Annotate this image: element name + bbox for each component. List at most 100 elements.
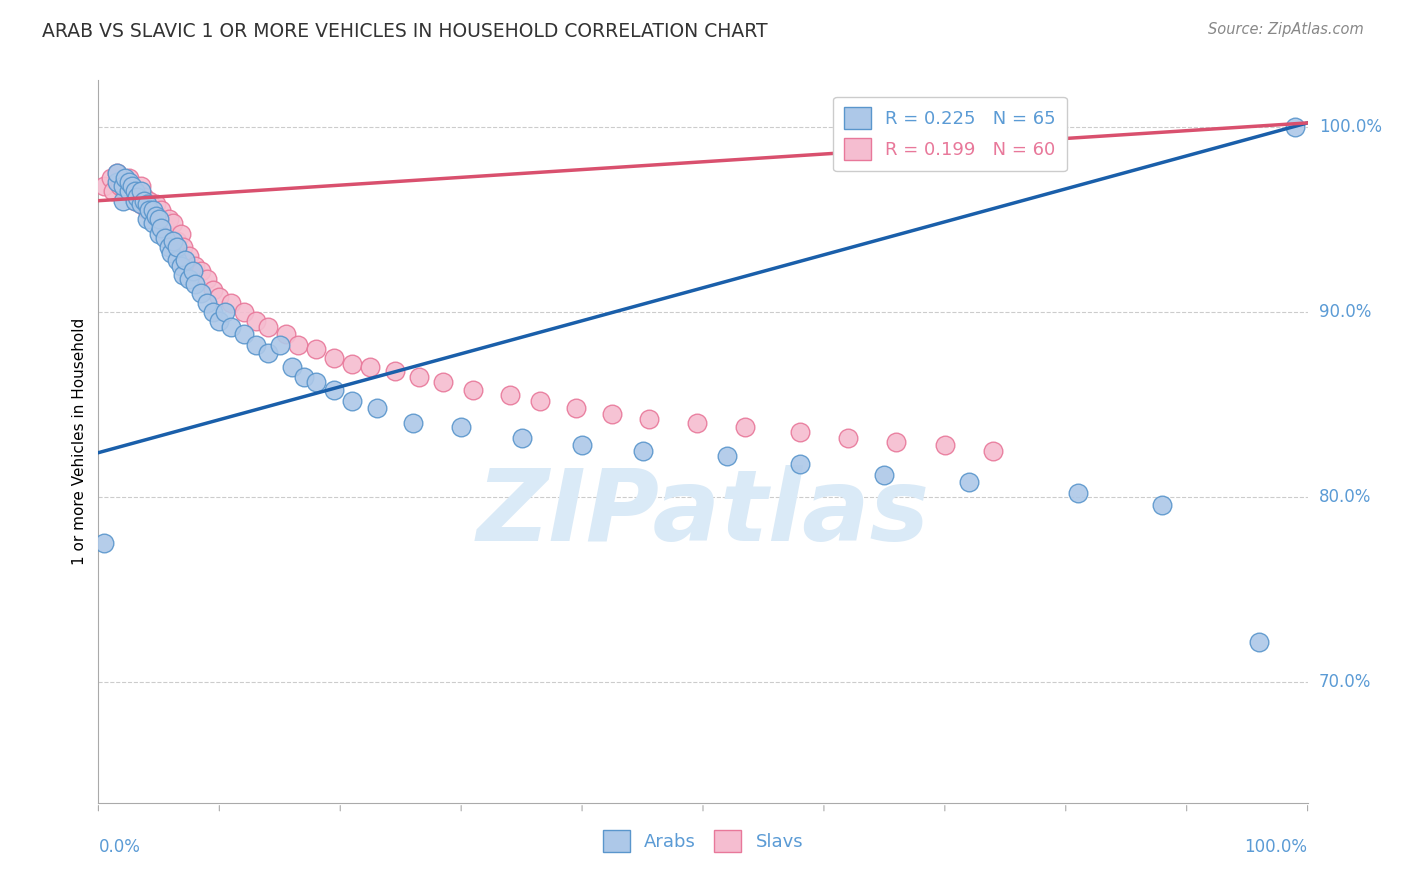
Point	[886, 434, 908, 449]
Point	[157, 240, 180, 254]
Point	[145, 197, 167, 211]
Point	[105, 166, 128, 180]
Point	[305, 342, 328, 356]
Point	[150, 202, 173, 217]
Point	[114, 185, 136, 199]
Point	[153, 221, 176, 235]
Point	[172, 268, 194, 282]
Point	[157, 212, 180, 227]
Point	[142, 209, 165, 223]
Point	[366, 401, 388, 416]
Point	[124, 194, 146, 208]
Point	[208, 314, 231, 328]
Text: 0.0%: 0.0%	[98, 838, 141, 855]
Point	[245, 338, 267, 352]
Point	[121, 178, 143, 193]
Point	[232, 327, 254, 342]
Point	[269, 338, 291, 352]
Point	[135, 212, 157, 227]
Point	[108, 178, 131, 193]
Point	[134, 194, 156, 208]
Point	[1284, 120, 1306, 134]
Point	[93, 178, 115, 193]
Point	[142, 216, 165, 230]
Point	[202, 283, 225, 297]
Point	[1152, 498, 1174, 512]
Text: 100.0%: 100.0%	[1319, 118, 1382, 136]
Point	[450, 419, 472, 434]
Point	[129, 185, 152, 199]
Point	[323, 351, 346, 366]
Point	[148, 212, 170, 227]
Point	[873, 467, 896, 482]
Point	[179, 249, 201, 263]
Text: 80.0%: 80.0%	[1319, 488, 1371, 506]
Point	[105, 175, 128, 189]
Text: 70.0%: 70.0%	[1319, 673, 1371, 691]
Point	[190, 264, 212, 278]
Point	[342, 357, 364, 371]
Text: ZIPatlas: ZIPatlas	[477, 466, 929, 562]
Point	[118, 185, 141, 199]
Point	[135, 202, 157, 217]
Point	[105, 166, 128, 180]
Point	[256, 319, 278, 334]
Point	[190, 286, 212, 301]
Point	[118, 178, 141, 193]
Y-axis label: 1 or more Vehicles in Household: 1 or more Vehicles in Household	[72, 318, 87, 566]
Point	[124, 194, 146, 208]
Point	[166, 235, 188, 249]
Point	[463, 383, 485, 397]
Point	[789, 457, 811, 471]
Point	[292, 369, 315, 384]
Point	[510, 431, 533, 445]
Point	[121, 185, 143, 199]
Point	[529, 393, 551, 408]
Point	[138, 194, 160, 208]
Point	[323, 383, 346, 397]
Point	[127, 185, 149, 199]
Point	[957, 475, 980, 490]
Point	[281, 360, 304, 375]
Point	[195, 295, 218, 310]
Point	[342, 393, 364, 408]
Point	[934, 438, 956, 452]
Point	[1249, 634, 1271, 648]
Point	[118, 175, 141, 189]
Point	[111, 175, 134, 189]
Point	[111, 178, 134, 193]
Point	[432, 376, 454, 390]
Text: 100.0%: 100.0%	[1244, 838, 1308, 855]
Point	[162, 235, 184, 249]
Point	[179, 271, 201, 285]
Point	[148, 227, 170, 241]
Point	[214, 305, 236, 319]
Point	[169, 227, 191, 241]
Point	[111, 194, 134, 208]
Point	[145, 209, 167, 223]
Point	[184, 277, 207, 291]
Point	[686, 416, 709, 430]
Point	[150, 221, 173, 235]
Point	[981, 443, 1004, 458]
Point	[93, 536, 115, 550]
Point	[129, 178, 152, 193]
Point	[127, 190, 149, 204]
Point	[232, 305, 254, 319]
Point	[498, 388, 520, 402]
Point	[221, 319, 243, 334]
Point	[789, 425, 811, 440]
Point	[166, 252, 188, 267]
Point	[174, 252, 197, 267]
Point	[202, 305, 225, 319]
Point	[408, 369, 430, 384]
Point	[160, 245, 183, 260]
Point	[134, 190, 156, 204]
Point	[287, 338, 309, 352]
Point	[274, 327, 297, 342]
Point	[256, 345, 278, 359]
Point	[195, 271, 218, 285]
Legend: Arabs, Slavs: Arabs, Slavs	[596, 822, 810, 859]
Point	[565, 401, 588, 416]
Point	[114, 171, 136, 186]
